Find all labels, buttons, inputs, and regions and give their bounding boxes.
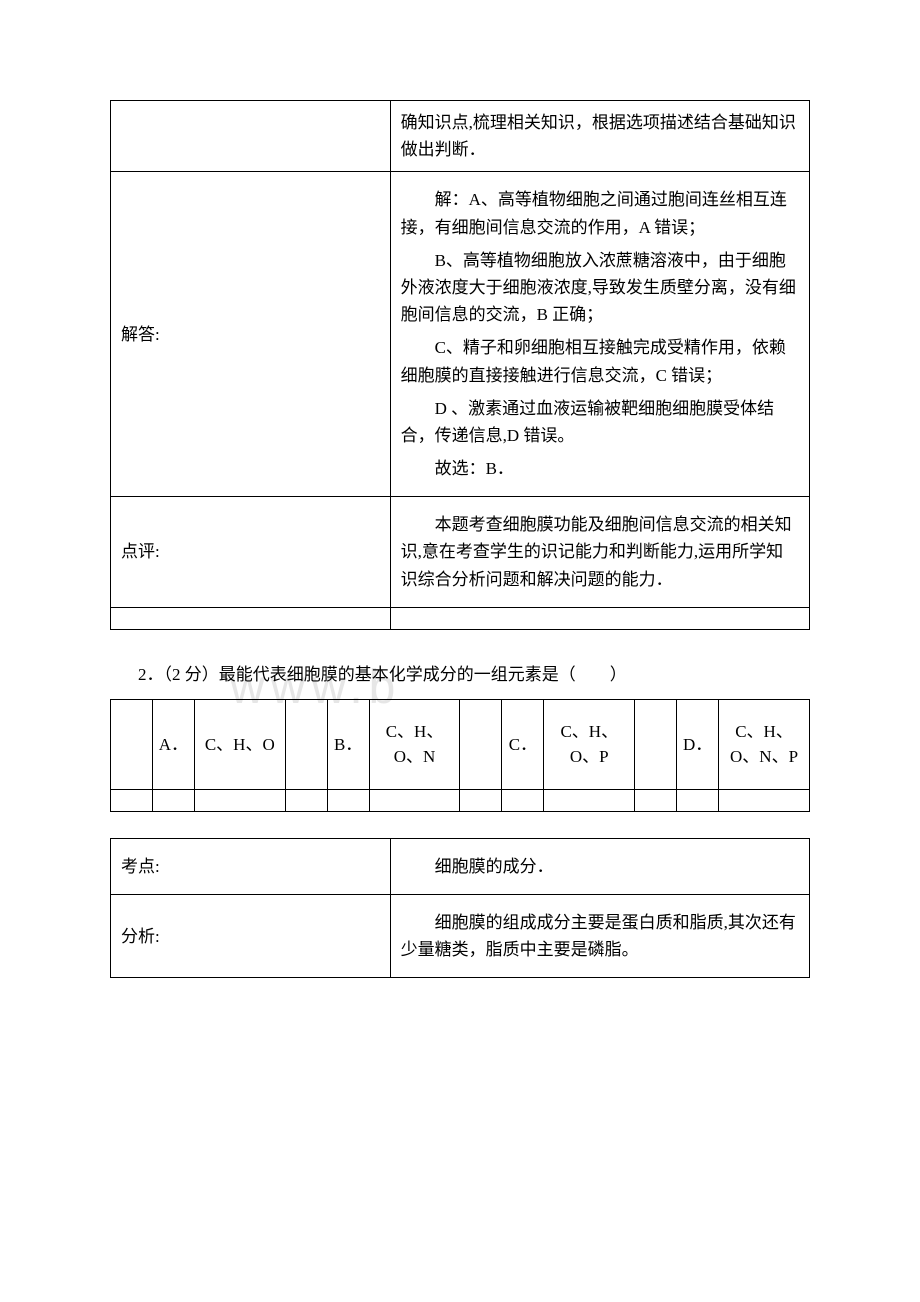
table-row-empty <box>111 789 810 811</box>
options-table: A． C、H、O B． C、H、O、N C． C、H、O、P D． C、H、O、… <box>110 699 810 812</box>
answer-para-c: C、精子和卵细胞相互接触完成受精作用，依赖细胞膜的直接接触进行信息交流，C 错误… <box>401 334 799 388</box>
cell-right-review-body: 本题考查细胞膜功能及细胞间信息交流的相关知识,意在考查学生的识记能力和判断能力,… <box>390 497 809 608</box>
cell-left-answer-label: 解答: <box>111 172 391 497</box>
explanation-table-2: 考点: 细胞膜的成分． 分析: 细胞膜的组成成分主要是蛋白质和脂质,其次还有少量… <box>110 838 810 979</box>
table-row: A． C、H、O B． C、H、O、N C． C、H、O、P D． C、H、O、… <box>111 699 810 789</box>
option-a-label: A． <box>152 699 194 789</box>
cell-empty <box>390 607 809 629</box>
table-row: 点评: 本题考查细胞膜功能及细胞间信息交流的相关知识,意在考查学生的识记能力和判… <box>111 497 810 608</box>
analysis-para: 细胞膜的组成成分主要是蛋白质和脂质,其次还有少量糖类，脂质中主要是磷脂。 <box>401 909 799 963</box>
table-row: 考点: 细胞膜的成分． <box>111 838 810 894</box>
option-d-text: C、H、O、N、P <box>719 699 810 789</box>
answer-para-a: 解：A、高等植物细胞之间通过胞间连丝相互连接，有细胞间信息交流的作用，A 错误； <box>401 186 799 240</box>
cell-empty <box>460 699 502 789</box>
topic-para: 细胞膜的成分． <box>401 853 799 880</box>
cell-empty <box>111 699 153 789</box>
option-b-label: B． <box>327 699 369 789</box>
question-2-stem: 2．（2 分）最能代表细胞膜的基本化学成分的一组元素是（ ） <box>110 660 810 685</box>
cell-right-topic-body: 细胞膜的成分． <box>390 838 809 894</box>
answer-para-b: B、高等植物细胞放入浓蔗糖溶液中，由于细胞外液浓度大于细胞液浓度,导致发生质壁分… <box>401 247 799 329</box>
answer-para-choice: 故选：B． <box>401 455 799 482</box>
cell-right-analysis-body: 细胞膜的组成成分主要是蛋白质和脂质,其次还有少量糖类，脂质中主要是磷脂。 <box>390 895 809 978</box>
cell-empty <box>635 699 677 789</box>
option-a-text: C、H、O <box>194 699 285 789</box>
table-row: 解答: 解：A、高等植物细胞之间通过胞间连丝相互连接，有细胞间信息交流的作用，A… <box>111 172 810 497</box>
answer-para-d: D 、激素通过血液运输被靶细胞细胞膜受体结合，传递信息,D 错误。 <box>401 395 799 449</box>
cell-empty <box>111 607 391 629</box>
cell-left-review-label: 点评: <box>111 497 391 608</box>
option-c-label: C． <box>502 699 544 789</box>
cell-empty <box>285 699 327 789</box>
option-c-text: C、H、O、P <box>544 699 635 789</box>
cell-left-empty <box>111 101 391 172</box>
cell-right-answer-body: 解：A、高等植物细胞之间通过胞间连丝相互连接，有细胞间信息交流的作用，A 错误；… <box>390 172 809 497</box>
cell-left-topic-label: 考点: <box>111 838 391 894</box>
explanation-table-1: 确知识点,梳理相关知识，根据选项描述结合基础知识做出判断． 解答: 解：A、高等… <box>110 100 810 630</box>
table-row: 分析: 细胞膜的组成成分主要是蛋白质和脂质,其次还有少量糖类，脂质中主要是磷脂。 <box>111 895 810 978</box>
option-b-text: C、H、O、N <box>369 699 460 789</box>
table-row: 确知识点,梳理相关知识，根据选项描述结合基础知识做出判断． <box>111 101 810 172</box>
review-para: 本题考查细胞膜功能及细胞间信息交流的相关知识,意在考查学生的识记能力和判断能力,… <box>401 511 799 593</box>
cell-left-analysis-label: 分析: <box>111 895 391 978</box>
table-row-empty <box>111 607 810 629</box>
option-d-label: D． <box>677 699 719 789</box>
cell-right-intro: 确知识点,梳理相关知识，根据选项描述结合基础知识做出判断． <box>390 101 809 172</box>
